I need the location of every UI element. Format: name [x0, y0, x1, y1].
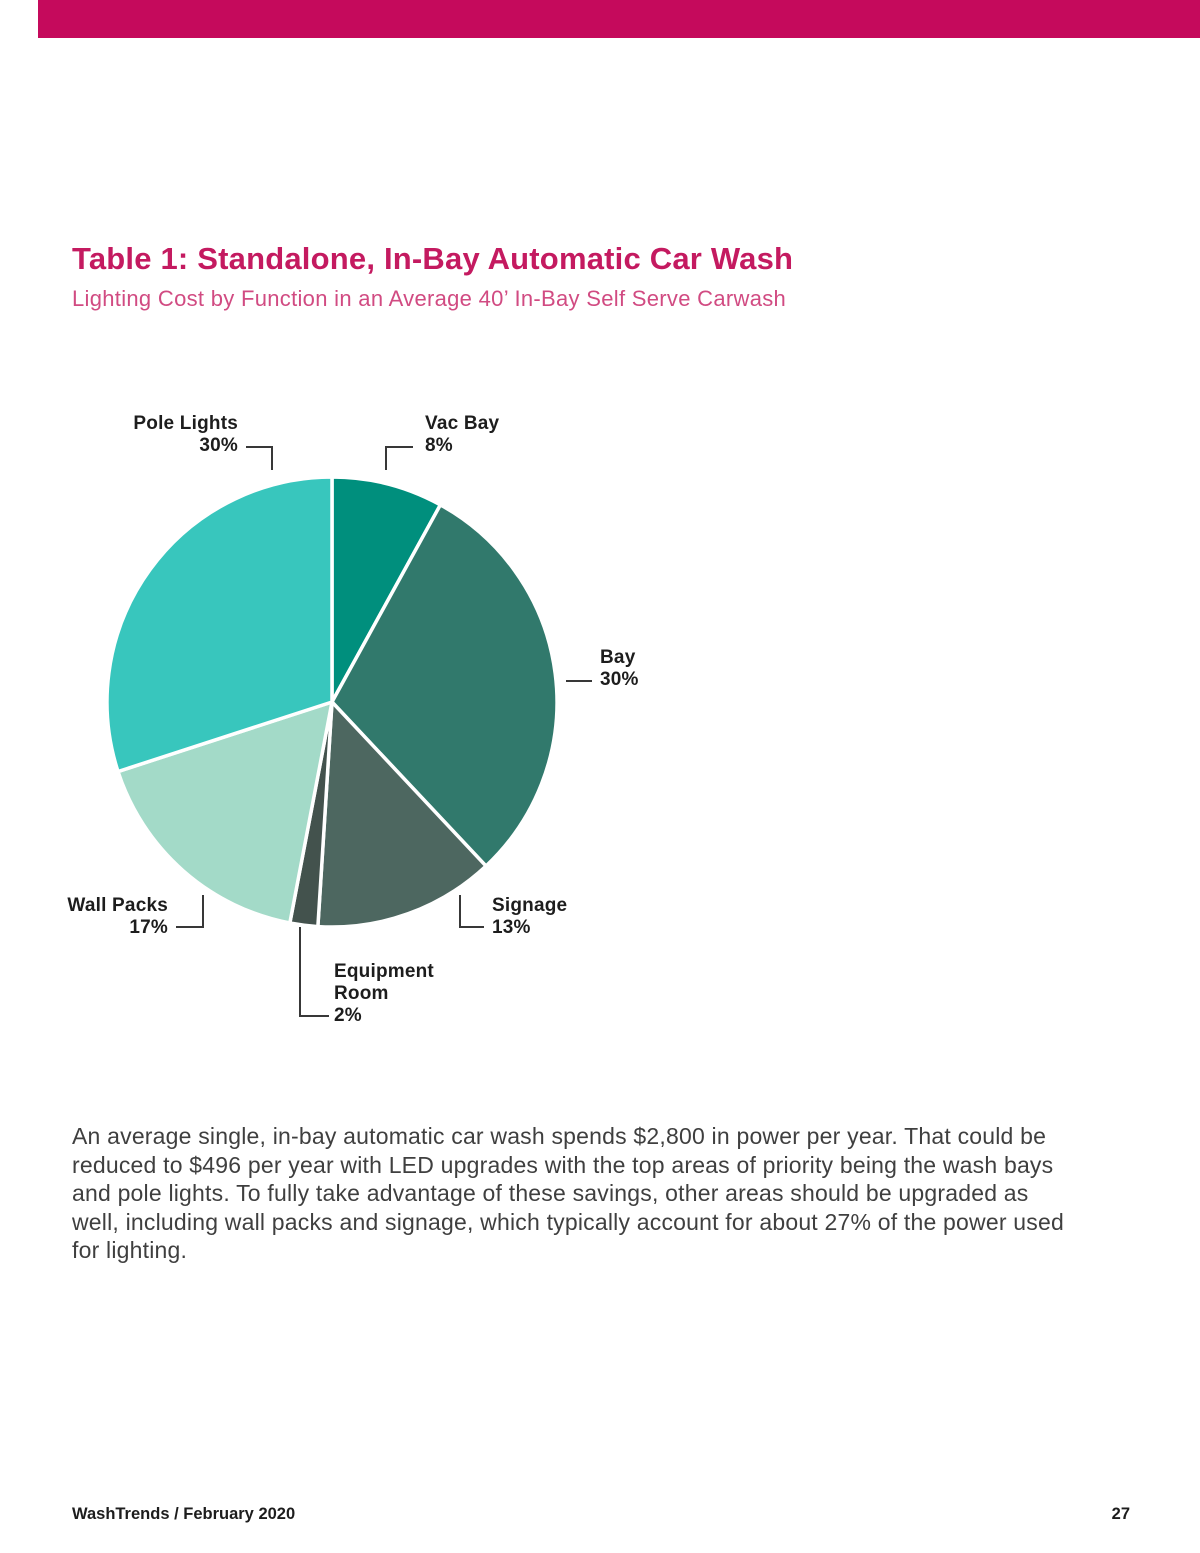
label-pole-lights-name: Pole Lights: [133, 413, 238, 434]
top-accent-bar: [38, 0, 1200, 38]
label-bay-pct: 30%: [600, 669, 639, 690]
leader-line-pole-lights: [246, 446, 273, 470]
label-bay-name: Bay: [600, 647, 636, 668]
pie-chart-area: Pole Lights 30% Vac Bay 8% Bay 30% Signa…: [0, 390, 1200, 1050]
leader-line-vac-bay: [385, 446, 413, 470]
label-vac-bay: Vac Bay 8%: [425, 413, 499, 457]
label-signage-pct: 13%: [492, 917, 531, 938]
label-wall-packs-pct: 17%: [129, 917, 168, 938]
label-signage-name: Signage: [492, 895, 568, 916]
leader-line-signage: [459, 895, 484, 928]
page-subtitle: Lighting Cost by Function in an Average …: [72, 286, 787, 311]
leader-line-bay: [566, 680, 592, 682]
footer-publication: WashTrends / February 2020: [72, 1505, 296, 1523]
page-footer: WashTrends / February 2020 27: [72, 1505, 1130, 1524]
label-signage: Signage 13%: [492, 895, 567, 939]
label-vac-bay-pct: 8%: [425, 435, 453, 456]
label-wall-packs: Wall Packs 17%: [67, 895, 168, 939]
pie-slice-pole-lights: [105, 475, 334, 774]
label-equipment-room-name: Equipment Room: [334, 961, 434, 1004]
label-pole-lights-pct: 30%: [199, 435, 238, 456]
footer-page-number: 27: [1111, 1505, 1130, 1523]
pie-chart-svg: [105, 475, 559, 929]
leader-line-equipment-room: [299, 927, 329, 1017]
pie-slice-bay: [330, 503, 559, 868]
page-title: Table 1: Standalone, In-Bay Automatic Ca…: [72, 241, 794, 276]
label-equipment-room: Equipment Room 2%: [334, 961, 442, 1027]
label-vac-bay-name: Vac Bay: [425, 413, 500, 434]
label-bay: Bay 30%: [600, 647, 639, 691]
pie-slice-vac-bay: [330, 475, 443, 704]
label-pole-lights: Pole Lights 30%: [133, 413, 238, 457]
body-paragraph: An average single, in-bay automatic car …: [72, 1123, 1064, 1263]
leader-line-wall-packs: [176, 895, 204, 928]
pie-slice-wall-packs: [116, 700, 334, 925]
pie-slice-signage: [316, 700, 488, 929]
label-wall-packs-name: Wall Packs: [67, 895, 168, 916]
label-equipment-room-pct: 2%: [334, 1005, 362, 1026]
